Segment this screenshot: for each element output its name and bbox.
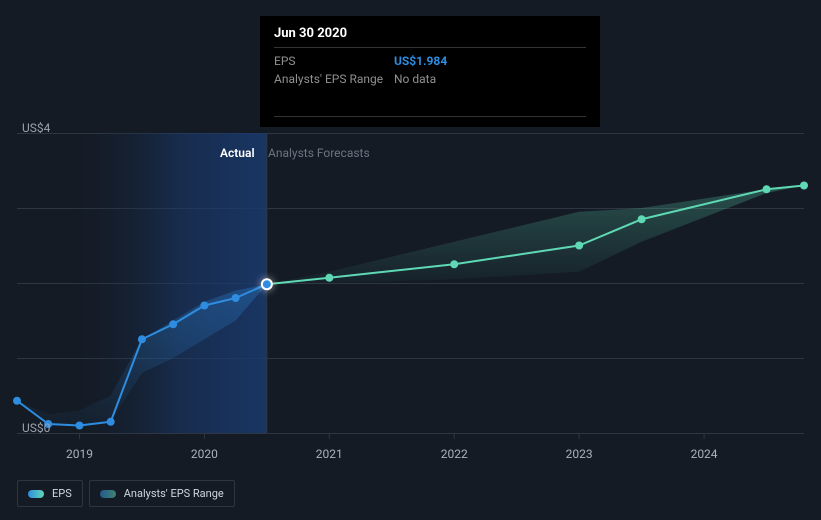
x-tick-label: 2024 <box>691 447 718 461</box>
section-label-forecast: Analysts Forecasts <box>268 146 370 160</box>
tooltip-divider <box>274 116 586 117</box>
y-axis-label-min: US$0 <box>22 421 50 435</box>
tooltip-label: Analysts' EPS Range <box>274 72 394 86</box>
legend-swatch <box>100 490 116 498</box>
x-tick-label: 2022 <box>441 447 468 461</box>
x-tick-label: 2023 <box>566 447 593 461</box>
chart-tooltip: Jun 30 2020 EPS US$1.984 Analysts' EPS R… <box>260 16 600 127</box>
x-axis: 2019 2020 2021 2022 2023 2024 <box>17 447 804 463</box>
legend-label: Analysts' EPS Range <box>124 487 224 500</box>
y-axis-label-max: US$4 <box>22 121 50 135</box>
x-tick-label: 2021 <box>316 447 343 461</box>
tooltip-date: Jun 30 2020 <box>274 26 586 48</box>
tooltip-value: US$1.984 <box>394 54 447 68</box>
legend-item-eps[interactable]: EPS <box>17 480 83 507</box>
legend-swatch <box>28 490 44 498</box>
plot-area[interactable] <box>17 133 804 433</box>
tooltip-row-eps: EPS US$1.984 <box>274 52 586 70</box>
legend: EPS Analysts' EPS Range <box>17 480 235 507</box>
legend-item-range[interactable]: Analysts' EPS Range <box>89 480 235 507</box>
chart-svg <box>17 133 804 433</box>
section-label-actual: Actual <box>220 146 255 160</box>
eps-chart: Jun 30 2020 EPS US$1.984 Analysts' EPS R… <box>0 0 821 520</box>
tooltip-label: EPS <box>274 54 394 68</box>
tooltip-value: No data <box>394 72 436 86</box>
legend-label: EPS <box>52 487 72 500</box>
x-tick-label: 2020 <box>191 447 218 461</box>
gridline <box>17 433 804 434</box>
x-tick-label: 2019 <box>66 447 93 461</box>
tooltip-row-range: Analysts' EPS Range No data <box>274 70 586 88</box>
